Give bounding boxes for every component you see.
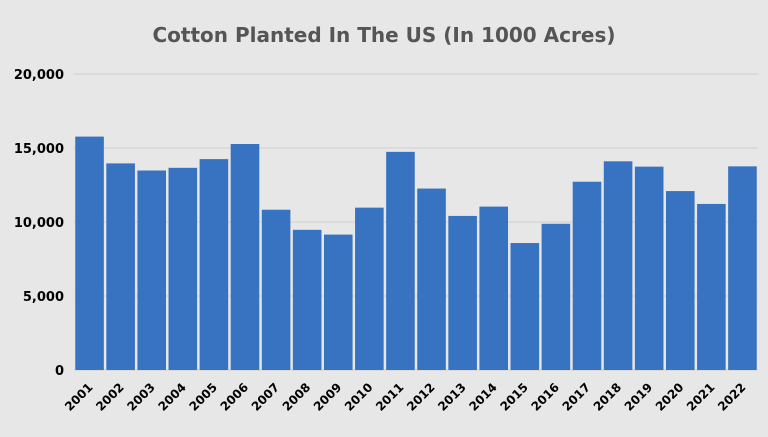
bar-2012 [417, 188, 446, 370]
y-tick-label: 15,000 [14, 142, 64, 157]
x-tick-label: 2005 [187, 380, 221, 414]
x-tick-label: 2007 [249, 380, 283, 414]
bar-2014 [479, 206, 509, 370]
x-tick-label: 2002 [93, 380, 127, 414]
x-tick-label: 2006 [218, 380, 252, 414]
bar-2008 [292, 229, 322, 370]
y-tick-label: 10,000 [14, 216, 64, 231]
x-tick-label: 2013 [435, 380, 469, 414]
y-tick-label: 5,000 [23, 290, 64, 305]
x-tick-label: 2010 [342, 380, 376, 414]
bar-2010 [355, 207, 384, 370]
bar-2009 [323, 234, 353, 370]
x-tick-label: 2022 [715, 380, 749, 414]
chart-title: Cotton Planted In The US (In 1000 Acres) [152, 23, 615, 47]
x-axis-tick-labels: 2001200220032004200520062007200820092010… [62, 380, 748, 414]
bar-2018 [603, 161, 633, 370]
x-tick-label: 2019 [622, 380, 656, 414]
bar-2006 [230, 144, 260, 370]
x-tick-label: 2015 [497, 380, 531, 414]
x-tick-label: 2021 [684, 380, 718, 414]
bar-2020 [665, 191, 695, 370]
y-tick-label: 0 [55, 364, 64, 379]
x-tick-label: 2014 [466, 380, 500, 414]
x-tick-label: 2018 [591, 380, 625, 414]
bar-2003 [137, 170, 167, 370]
bar-2007 [261, 209, 291, 370]
bar-2004 [168, 167, 198, 370]
bar-2017 [572, 181, 602, 370]
x-tick-label: 2003 [124, 380, 158, 414]
bar-2001 [75, 136, 104, 370]
x-tick-label: 2008 [280, 380, 314, 414]
bar-2011 [386, 151, 415, 370]
bars [75, 136, 757, 370]
x-tick-label: 2017 [560, 380, 594, 414]
y-axis-tick-labels: 0 5,000 10,000 15,000 20,000 [14, 68, 64, 379]
bar-2015 [510, 243, 540, 370]
x-tick-label: 2011 [373, 380, 407, 414]
bar-2016 [541, 223, 571, 370]
bar-2005 [199, 159, 229, 370]
bar-2022 [728, 166, 757, 370]
x-tick-label: 2012 [404, 380, 438, 414]
x-tick-label: 2009 [311, 380, 345, 414]
y-tick-label: 20,000 [14, 68, 64, 83]
x-tick-label: 2001 [62, 380, 96, 414]
bar-2013 [448, 215, 477, 370]
bar-2021 [697, 203, 726, 370]
bar-2002 [106, 163, 135, 370]
x-tick-label: 2020 [653, 380, 687, 414]
x-tick-label: 2016 [529, 380, 563, 414]
bar-2019 [634, 166, 664, 370]
x-tick-label: 2004 [155, 380, 189, 414]
